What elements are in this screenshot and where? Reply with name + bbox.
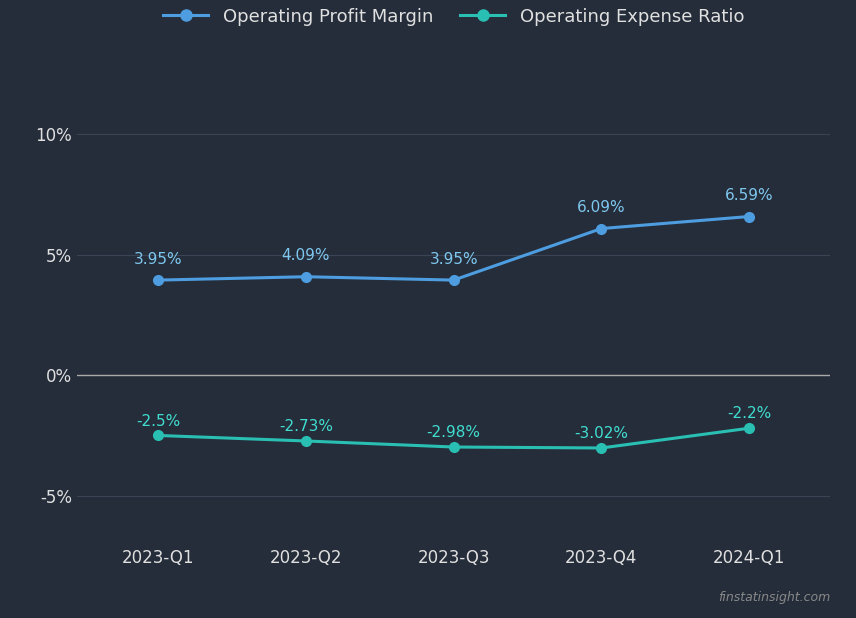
Text: finstatinsight.com: finstatinsight.com [718, 591, 830, 604]
Text: 6.59%: 6.59% [725, 188, 774, 203]
Text: -2.2%: -2.2% [727, 407, 771, 421]
Text: -2.98%: -2.98% [426, 425, 481, 440]
Text: 3.95%: 3.95% [134, 252, 182, 267]
Text: -2.73%: -2.73% [279, 419, 333, 434]
Legend: Operating Profit Margin, Operating Expense Ratio: Operating Profit Margin, Operating Expen… [163, 8, 744, 27]
Text: 4.09%: 4.09% [282, 248, 330, 263]
Text: 6.09%: 6.09% [577, 200, 626, 215]
Text: -3.02%: -3.02% [574, 426, 628, 441]
Text: -2.5%: -2.5% [136, 413, 181, 429]
Text: 3.95%: 3.95% [430, 252, 478, 267]
